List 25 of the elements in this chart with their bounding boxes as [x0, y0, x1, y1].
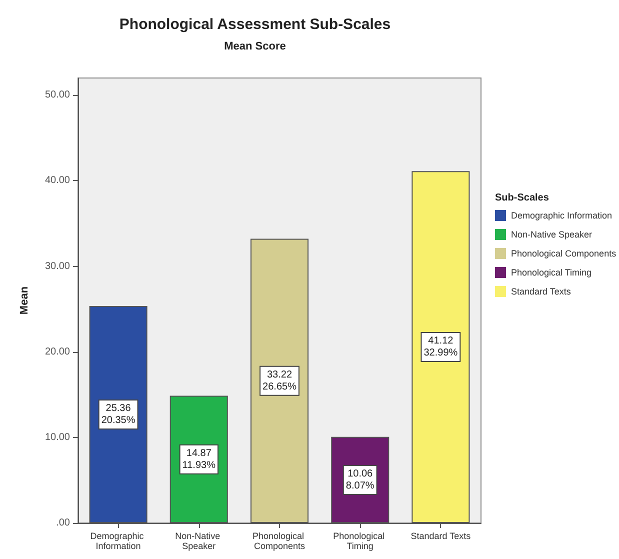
data-label: 10.06 8.07% [346, 468, 374, 492]
legend-label: Standard Texts [511, 286, 572, 296]
chart-subtitle: Mean Score [224, 40, 286, 52]
y-tick-label: 10.00 [44, 432, 70, 443]
legend-label: Demographic Information [511, 210, 612, 220]
x-tick-label: Phonological Components [252, 531, 307, 551]
y-tick-label: 50.00 [44, 90, 70, 101]
data-label: 33.22 26.65% [262, 369, 297, 392]
y-tick-label: .00 [56, 518, 70, 528]
chart-title: Phonological Assessment Sub-Scales [119, 16, 391, 33]
legend-label: Non-Native Speaker [511, 230, 592, 240]
x-tick-label: Non-Native Speaker [175, 531, 223, 551]
data-label: 25.36 20.35% [101, 402, 136, 426]
legend-title: Sub-Scales [495, 192, 550, 204]
data-label: 14.87 11.93% [182, 448, 216, 471]
x-tick-label: Demographic Information [90, 531, 146, 551]
y-axis-title: Mean [18, 286, 30, 315]
legend-label: Phonological Timing [511, 268, 592, 278]
x-tick-label: Phonological Timing [333, 531, 388, 551]
y-tick-label: 40.00 [44, 175, 70, 186]
legend-label: Phonological Components [511, 248, 617, 258]
data-label: 41.12 32.99% [424, 336, 458, 359]
y-tick-label: 20.00 [44, 346, 70, 358]
y-tick-label: 30.00 [44, 260, 70, 272]
x-tick-label: Standard Texts [410, 531, 472, 541]
